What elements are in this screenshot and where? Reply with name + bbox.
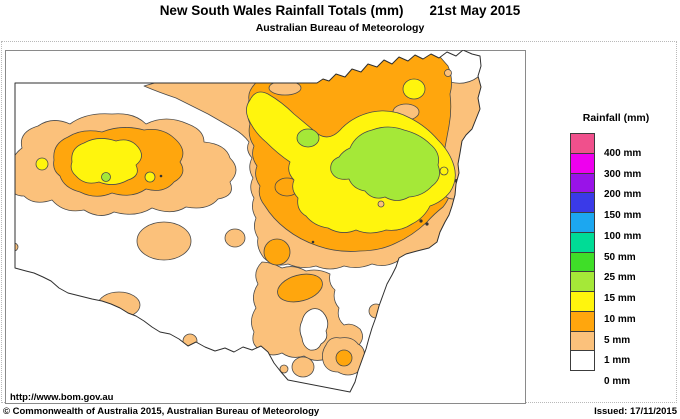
nsw-rainfall-map: [14, 50, 482, 393]
contour-5mm-blob: [263, 238, 291, 266]
contour-10mm-dot: [439, 166, 449, 176]
contour-1mm-dot: [15, 242, 19, 252]
bom-url-label: http://www.bom.gov.au: [10, 392, 114, 403]
contour-15mm-central: [330, 126, 440, 201]
contour-1mm-blob: [136, 221, 192, 261]
legend-swatch-300-mm: [570, 152, 595, 174]
legend-swatch-5-mm: [570, 310, 595, 332]
contour-5mm-blob: [335, 349, 353, 367]
legend-label: 1 mm: [604, 355, 631, 367]
act-border: [299, 308, 329, 351]
contour-10mm-dot: [144, 171, 156, 183]
contour-15mm-dot: [101, 172, 111, 182]
map-speck: [419, 219, 423, 223]
legend-label: 25 mm: [604, 272, 636, 284]
contour-1mm-dot: [279, 364, 289, 374]
legend-swatch-50-mm: [570, 231, 595, 253]
contour-1mm-blob: [224, 228, 246, 248]
legend-swatch-25-mm: [570, 251, 595, 273]
legend-swatch-1-mm: [570, 330, 595, 352]
contour-15mm-blob: [296, 128, 320, 148]
map-speck: [425, 222, 429, 226]
legend-label: 100 mm: [604, 230, 642, 242]
legend-label: 300 mm: [604, 168, 642, 180]
legend-label: 15 mm: [604, 293, 636, 304]
contour-5mm-blob: [277, 273, 323, 303]
legend-label: 200 mm: [604, 189, 642, 201]
map-subtitle: Australian Bureau of Meteorology: [255, 22, 425, 34]
legend-swatch-400-mm: [570, 133, 595, 154]
copyright-label: © Commonwealth of Australia 2015, Austra…: [3, 406, 320, 417]
legend-label: 50 mm: [604, 251, 636, 263]
legend-swatch-150-mm: [570, 192, 595, 213]
legend-label: 5 mm: [604, 334, 631, 346]
map-speck: [311, 240, 315, 244]
contour-1mm-dot: [182, 333, 198, 349]
legend-label: 10 mm: [604, 313, 636, 325]
legend-color-bar: [570, 133, 595, 371]
contour-10mm-northwest: [70, 138, 142, 185]
map-speck: [159, 174, 163, 178]
contour-10mm-dot: [35, 157, 49, 171]
legend-swatch-200-mm: [570, 172, 595, 194]
legend-label: 400 mm: [604, 147, 642, 159]
legend-label: 0 mm: [604, 376, 631, 387]
legend-swatch-15-mm: [570, 271, 595, 292]
legend-swatch-100-mm: [570, 212, 595, 233]
rainfall-contours: [15, 50, 481, 378]
contour-1mm-blob: [291, 356, 315, 378]
contour-1mm-island: [444, 69, 452, 77]
legend-swatch-0-mm: [570, 350, 595, 371]
page-title: New South Wales Rainfall Totals (mm) 21st…: [0, 3, 680, 18]
map-title-text: New South Wales Rainfall Totals (mm): [159, 3, 404, 18]
legend-title: Rainfall (mm): [582, 112, 650, 124]
issued-label: Issued: 17/11/2015: [594, 406, 677, 417]
contour-1mm-tiny-island: [377, 200, 385, 208]
map-date: 21st May 2015: [429, 3, 521, 18]
contour-10mm-ne-patch: [402, 78, 426, 100]
legend-swatch-10-mm: [570, 291, 595, 312]
nsw-state-border: [14, 50, 482, 393]
contour-1mm-murray-blob: [97, 291, 141, 319]
legend-label: 150 mm: [604, 210, 642, 221]
